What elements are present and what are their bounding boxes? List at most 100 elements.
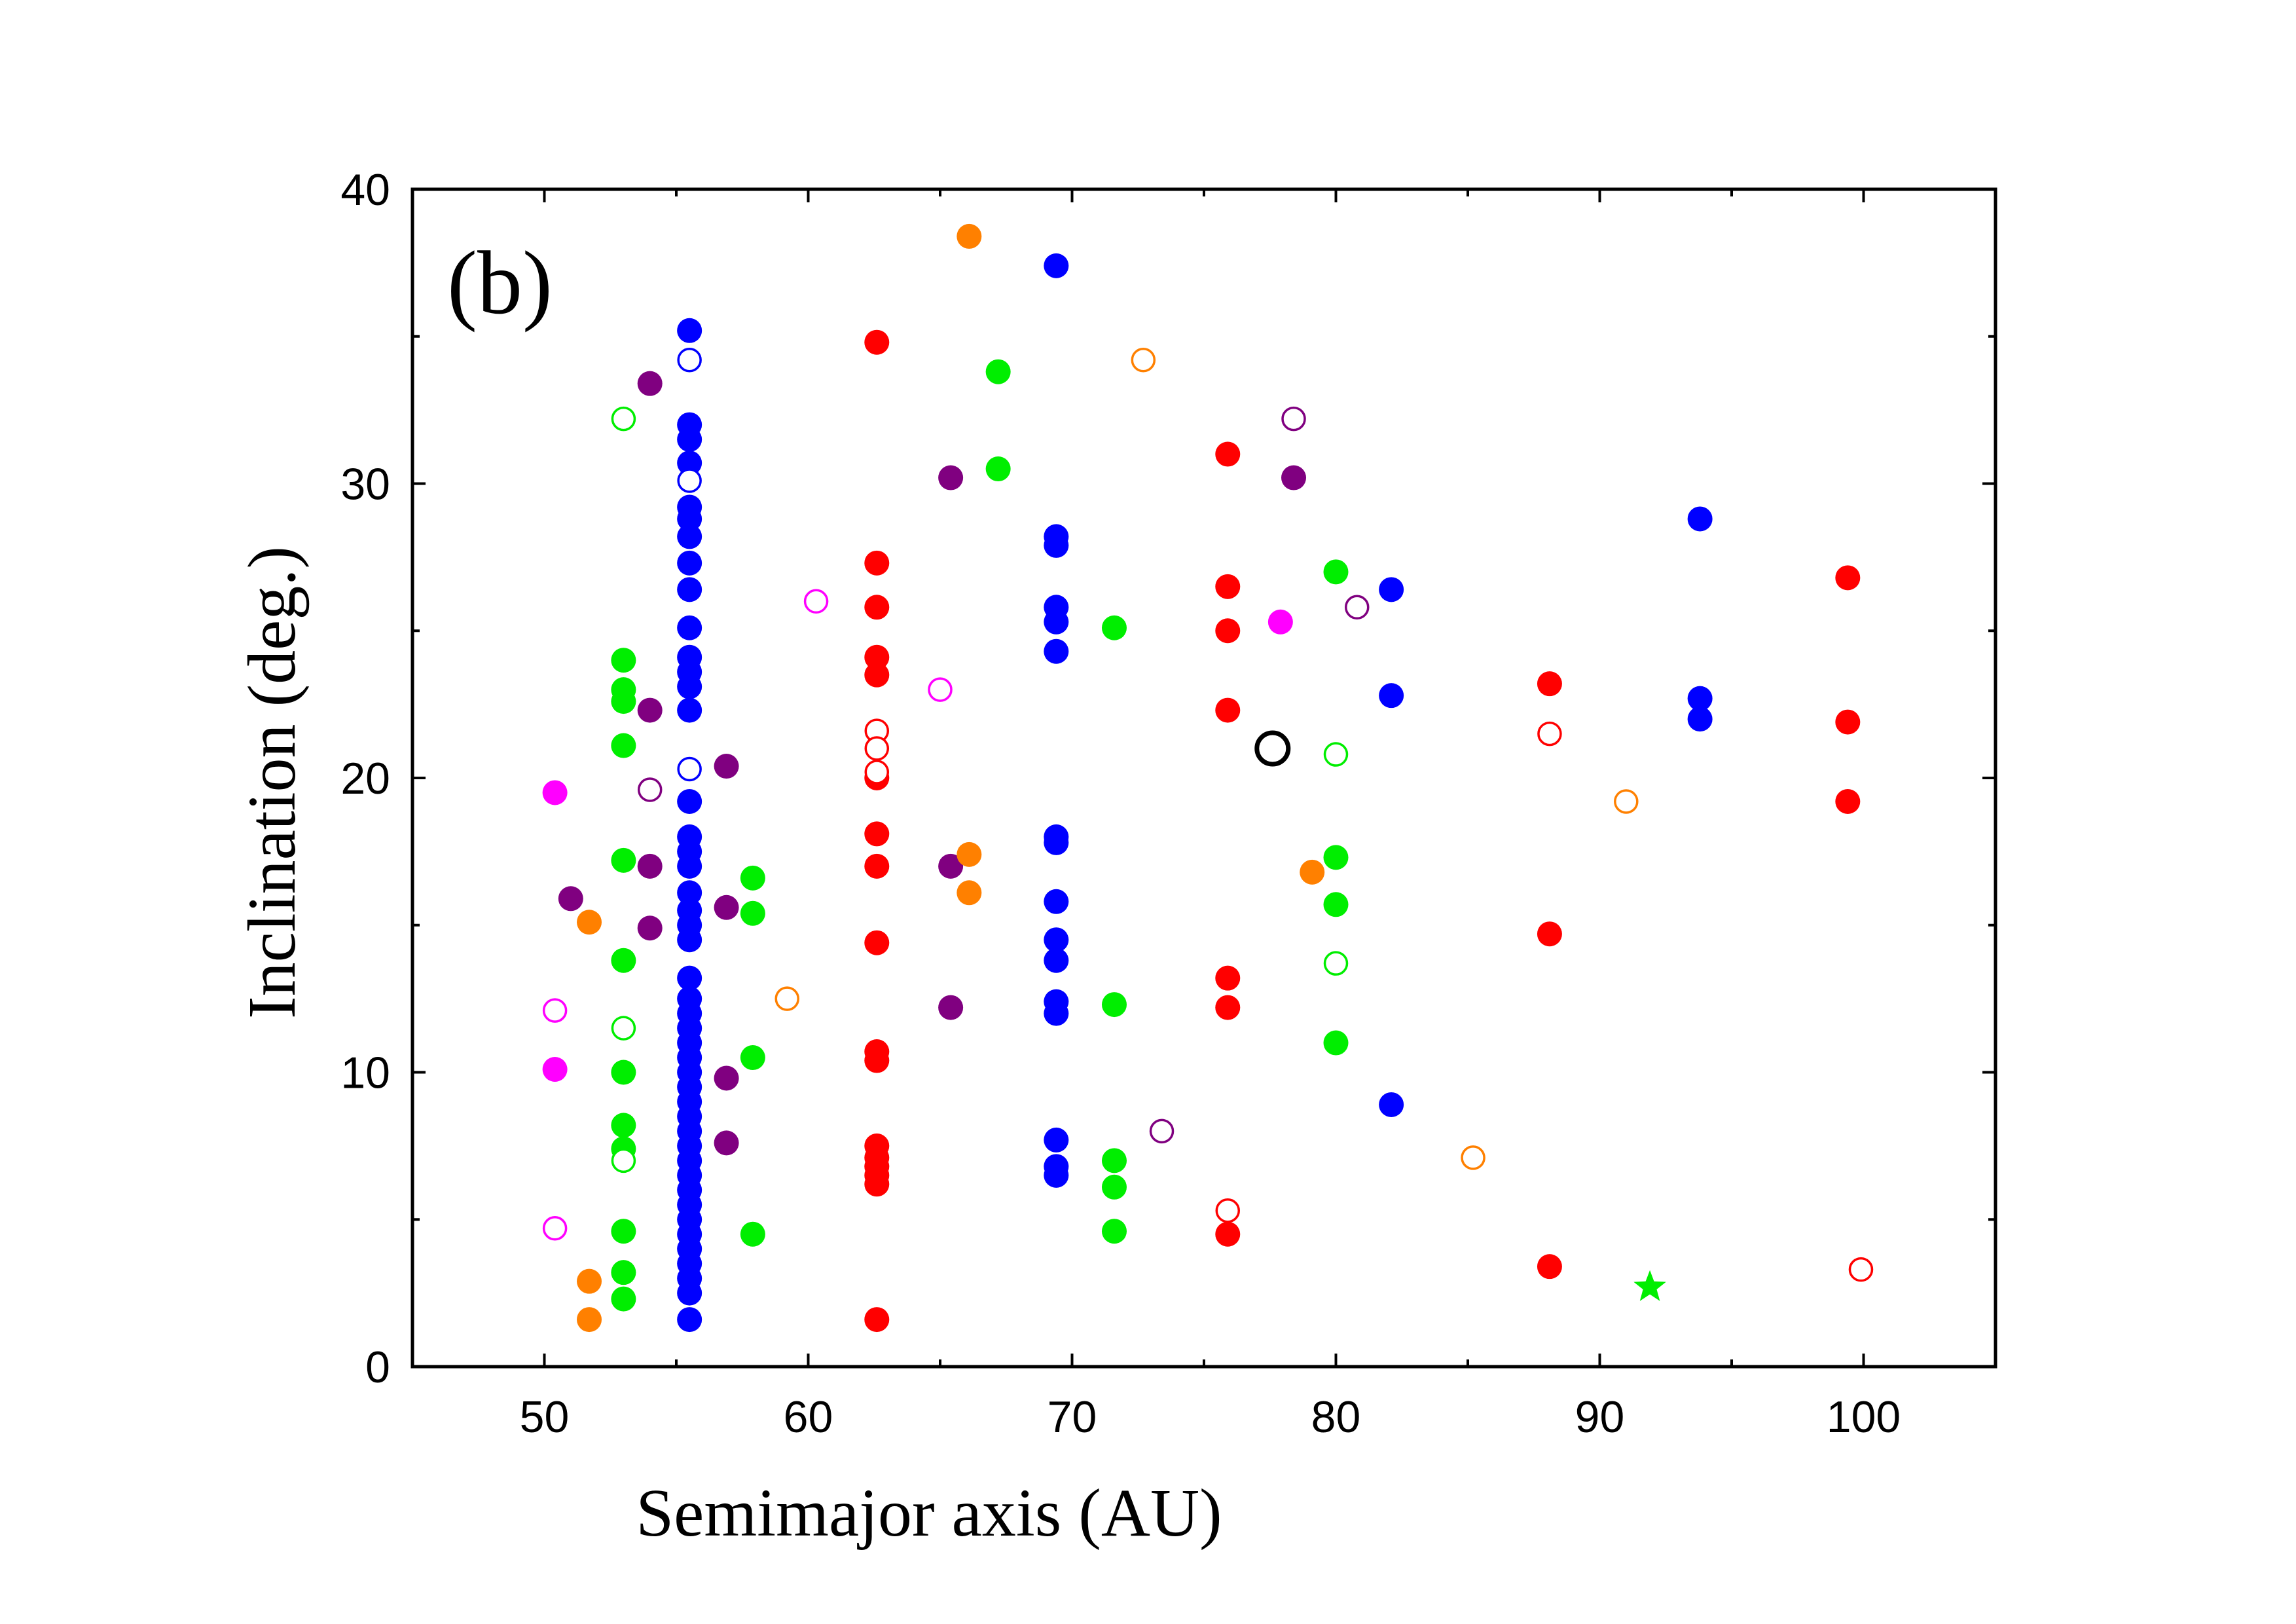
data-point-purple-filled [938, 995, 964, 1020]
data-point-red-filled [1215, 441, 1241, 467]
data-point-blue-filled [1044, 253, 1069, 278]
data-point-black-open-large- [1254, 730, 1291, 767]
data-point-blue-filled [677, 880, 702, 906]
data-point-red-filled [1835, 788, 1861, 814]
data-point-magenta-open [803, 589, 829, 614]
data-point-blue-filled [1044, 948, 1069, 973]
data-point-red-filled [1835, 565, 1861, 591]
data-point-blue-filled [1379, 1092, 1404, 1117]
data-point-red-filled [1215, 995, 1241, 1020]
data-point-blue-filled [677, 927, 702, 953]
data-point-blue-filled [1687, 707, 1713, 732]
data-point-green-filled [1101, 1174, 1127, 1200]
data-point-purple-open [1149, 1118, 1175, 1144]
data-point-blue-filled [1044, 927, 1069, 953]
data-point-magenta-filled [542, 1057, 568, 1082]
data-point-green-filled [740, 1221, 765, 1247]
data-point-orange-open [1131, 347, 1156, 373]
y-tick-label: 30 [340, 460, 390, 509]
data-point-blue-open [677, 756, 702, 782]
data-point-magenta-filled [542, 780, 568, 805]
data-point-blue-filled [677, 788, 702, 814]
data-point-green-filled [1323, 559, 1349, 585]
data-point-magenta-open [542, 998, 568, 1023]
data-point-purple-filled [637, 371, 663, 396]
data-point-green-filled [611, 689, 636, 714]
data-point-purple-filled [714, 754, 739, 779]
x-tick-label: 90 [1575, 1392, 1625, 1442]
axis-ticks [411, 188, 1997, 1368]
y-tick-labels: 0 10 20 30 40 [340, 165, 390, 1392]
x-tick-label: 70 [1048, 1392, 1097, 1442]
data-point-green-open [611, 1148, 636, 1173]
data-point-green-filled [1101, 992, 1127, 1018]
data-point-red-filled [864, 662, 890, 688]
data-point-green-filled [611, 1113, 636, 1138]
data-point-red-filled [864, 550, 890, 576]
data-point-purple-filled [637, 915, 663, 941]
data-point-red-open [1537, 721, 1562, 747]
data-point-red-filled [864, 329, 890, 355]
data-point-green-filled [740, 865, 765, 891]
data-point-green-filled [611, 948, 636, 973]
data-point-blue-filled [1044, 1001, 1069, 1026]
data-point-blue-filled [677, 674, 702, 699]
data-point-red-open [864, 760, 890, 784]
data-point-blue-filled [677, 965, 702, 991]
data-point-blue-filled [677, 577, 702, 602]
data-point-red-open [1215, 1198, 1241, 1223]
x-tick-label: 100 [1827, 1392, 1901, 1442]
panel-label: (b) [447, 232, 553, 333]
data-point-green-filled [611, 733, 636, 758]
data-point-green-filled [1323, 892, 1349, 917]
data-point-red-filled [1215, 697, 1241, 723]
data-point-blue-filled [1687, 686, 1713, 711]
data-point-blue-filled [1044, 830, 1069, 855]
data-point-blue-filled [1044, 532, 1069, 558]
data-point-green-filled [1323, 1030, 1349, 1056]
data-point-green-filled [1101, 1148, 1127, 1173]
data-point-blue-filled [677, 524, 702, 549]
data-point-blue-filled [677, 1280, 702, 1306]
data-point-blue-filled [1044, 1127, 1069, 1153]
data-point-red-filled [1537, 671, 1562, 697]
x-tick-label: 50 [520, 1392, 570, 1442]
x-axis-title: Semimajor axis (AU) [636, 1475, 1222, 1551]
data-point-star [1633, 1270, 1666, 1301]
data-point-green-open [611, 406, 636, 432]
data-point-blue-filled [1044, 638, 1069, 664]
data-point-blue-filled [677, 451, 702, 476]
data-point-blue-filled [677, 550, 702, 576]
data-point-blue-filled [677, 318, 702, 343]
data-point-blue-filled [1044, 1162, 1069, 1188]
data-point-red-filled [1215, 1221, 1241, 1247]
data-point-red-open [1848, 1257, 1874, 1282]
data-point-orange-filled [1300, 859, 1325, 885]
data-point-blue-filled [677, 427, 702, 452]
data-point-blue-filled [677, 506, 702, 532]
data-point-magenta-open [928, 677, 953, 702]
data-point-purple-filled [714, 895, 739, 920]
data-point-purple-filled [938, 465, 964, 490]
data-point-green-open [1323, 951, 1349, 976]
data-point-purple-filled [938, 853, 964, 879]
data-point-red-filled [864, 1172, 890, 1197]
data-point-red-filled [864, 1307, 890, 1333]
data-point-red-filled [1215, 574, 1241, 599]
data-point-orange-open [1614, 789, 1639, 814]
data-point-green-filled [985, 359, 1011, 384]
data-point-orange-filled [957, 223, 982, 249]
data-point-purple-filled [637, 697, 663, 723]
data-point-green-filled [611, 847, 636, 873]
data-point-orange-filled [577, 1307, 602, 1333]
data-point-green-filled [611, 648, 636, 673]
y-tick-label: 0 [365, 1342, 390, 1392]
data-point-green-filled [611, 1219, 636, 1244]
x-tick-label: 60 [784, 1392, 833, 1442]
data-point-green-filled [740, 1045, 765, 1071]
data-point-purple-open [1281, 406, 1306, 432]
data-point-orange-filled [577, 1268, 602, 1294]
data-point-blue-filled [1044, 609, 1069, 635]
data-point-green-filled [740, 900, 765, 926]
x-tick-label: 80 [1311, 1392, 1361, 1442]
